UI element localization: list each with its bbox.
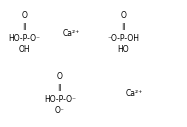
Text: HO-P-O⁻: HO-P-O⁻: [44, 95, 76, 104]
Text: O: O: [120, 11, 126, 20]
Text: OH: OH: [19, 45, 30, 54]
Text: ⁻O-P-OH: ⁻O-P-OH: [107, 34, 140, 43]
Text: Ca²⁺: Ca²⁺: [62, 29, 80, 37]
Text: Ca²⁺: Ca²⁺: [126, 90, 143, 98]
Text: ||: ||: [57, 84, 62, 91]
Text: O: O: [21, 11, 27, 20]
Text: ||: ||: [121, 23, 126, 30]
Text: HO: HO: [118, 45, 129, 54]
Text: O: O: [57, 72, 63, 81]
Text: O⁻: O⁻: [55, 106, 65, 115]
Text: ||: ||: [22, 23, 27, 30]
Text: HO-P-O⁻: HO-P-O⁻: [8, 34, 40, 43]
